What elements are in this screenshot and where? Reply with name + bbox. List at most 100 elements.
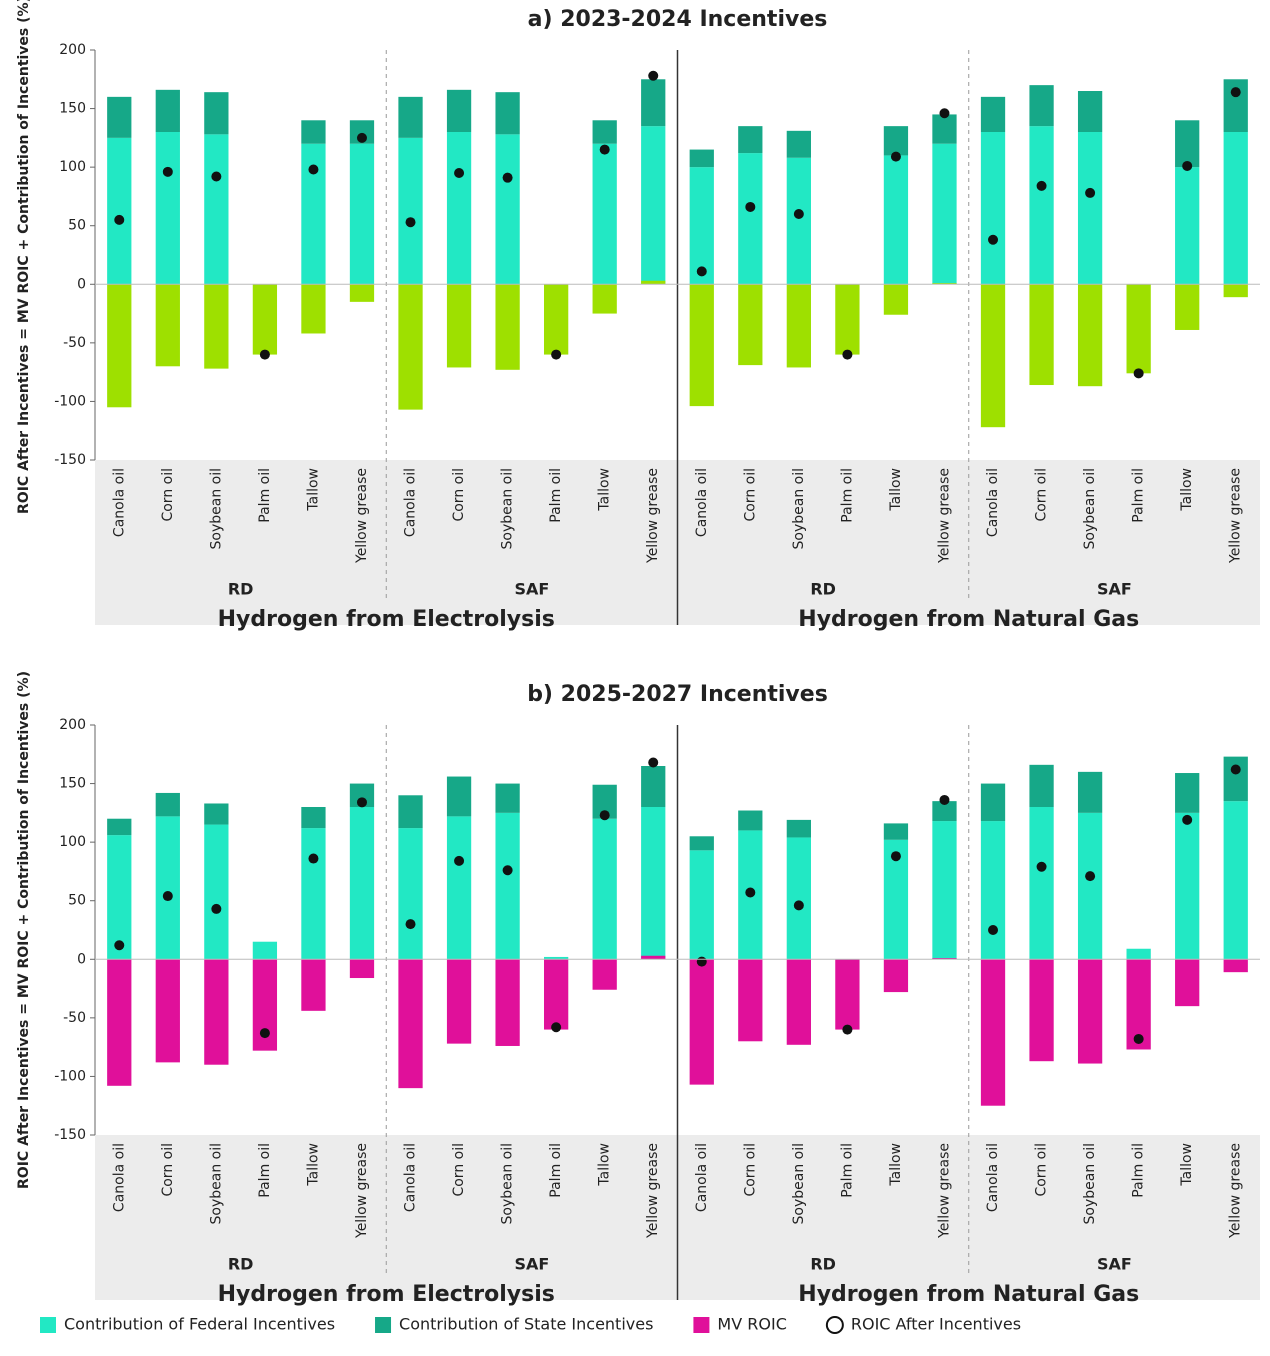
roic-after-dot [1036,180,1047,191]
legend-label: Contribution of State Incentives [399,1315,653,1334]
y-tick-label: 50 [68,218,86,234]
roic-after-dot [793,900,804,911]
incentive-bar [349,783,375,807]
incentive-bar [398,96,423,138]
roic-after-dot [1036,861,1047,872]
x-tick-label: Palm oil [548,468,564,523]
incentive-bar [1077,812,1103,960]
roic-after-dot [890,851,901,862]
roic-after-dot [1085,871,1096,882]
mv-roic-bar [155,959,180,1063]
x-tick-label: Tallow [305,1143,321,1187]
x-tick-label: Yellow grease [936,468,952,564]
chart-title: b) 2025-2027 Incentives [527,682,828,707]
group-label: Hydrogen from Natural Gas [798,607,1139,632]
mv-roic-bar [592,959,617,990]
legend-marker [825,1316,844,1334]
incentive-bar [495,812,520,960]
x-tick-label: Soybean oil [791,468,807,549]
subgroup-label: SAF [1097,580,1132,599]
x-tick-label: Soybean oil [208,1143,224,1224]
incentive-bar [301,807,326,829]
roic-after-dot [454,168,465,178]
y-tick-label: -150 [54,452,86,468]
incentive-bar [155,89,180,132]
incentive-bar [446,816,472,960]
incentive-bar [1077,132,1103,285]
roic-after-dot [551,349,562,360]
mv-roic-bar [932,283,957,285]
y-tick-label: -100 [54,1068,86,1084]
incentive-bar [301,120,326,144]
incentive-bar [641,807,666,960]
incentive-bar [786,819,811,838]
mv-roic-bar [883,284,909,315]
mv-roic-bar [204,284,229,369]
x-tick-label: Tallow [888,1143,904,1187]
incentive-bar [883,823,909,840]
mv-roic-bar [107,284,132,408]
incentive-bar [980,783,1006,822]
subgroup-label: SAF [1097,1255,1132,1274]
mv-roic-bar [1175,284,1200,330]
incentive-bar [980,821,1006,960]
incentive-bar [204,824,229,960]
x-tick-label: Tallow [305,468,321,512]
mv-roic-bar [301,959,326,1011]
mv-roic-bar [107,959,132,1086]
mv-roic-bar [835,284,860,355]
mv-roic-bar [1029,284,1054,386]
group-label: Hydrogen from Electrolysis [218,607,555,632]
y-tick-label: 0 [77,276,86,292]
mv-roic-bar [689,284,714,407]
roic-after-dot [211,171,222,182]
y-axis-label: ROIC After Incentives = MV ROIC + Contri… [16,0,32,514]
incentive-bar [689,836,714,851]
incentive-bar [641,766,666,807]
mv-roic-bar [495,284,520,370]
subgroup-label: SAF [514,1255,549,1274]
mv-roic-bar [738,284,763,366]
x-tick-label: Soybean oil [1082,1143,1098,1224]
incentive-bar [107,96,132,138]
x-tick-label: Soybean oil [791,1143,807,1224]
subgroup-label: RD [228,580,254,599]
incentive-bar [398,137,423,285]
x-tick-label: Tallow [1179,1143,1195,1187]
legend-marker [40,1317,56,1333]
y-tick-label: -50 [63,1010,86,1026]
x-tick-label: Tallow [597,468,613,512]
x-tick-label: Corn oil [451,468,467,522]
x-tick-label: Yellow grease [936,1143,952,1239]
mv-roic-bar [252,284,278,355]
y-tick-label: -150 [54,1127,86,1143]
mv-roic-bar [1175,959,1200,1007]
incentive-bar [1029,764,1054,807]
x-tick-label: Soybean oil [500,468,516,549]
roic-after-dot [551,1022,562,1033]
incentive-bar [786,157,811,285]
x-tick-label: Tallow [1179,468,1195,512]
incentive-bar [1175,167,1200,285]
incentive-bar [107,835,132,960]
roic-after-dot [696,956,707,967]
incentive-bar [1175,812,1200,960]
x-tick-label: Palm oil [839,468,855,523]
incentive-bar [689,850,714,960]
roic-after-dot [405,919,416,930]
roic-after-dot [114,214,125,225]
roic-after-dot [211,903,222,914]
mv-roic-bar [689,959,714,1085]
group-label: Hydrogen from Electrolysis [218,1282,555,1307]
mv-roic-bar [1029,959,1054,1062]
y-tick-label: 150 [59,101,86,117]
incentive-bar [641,79,666,127]
y-tick-label: 100 [59,159,86,175]
roic-after-dot [842,349,853,360]
incentive-bar [1223,756,1248,802]
mv-roic-bar [155,284,180,367]
roic-after-dot [648,70,659,81]
roic-after-dot [1133,1033,1144,1044]
mv-roic-bar [786,959,811,1045]
